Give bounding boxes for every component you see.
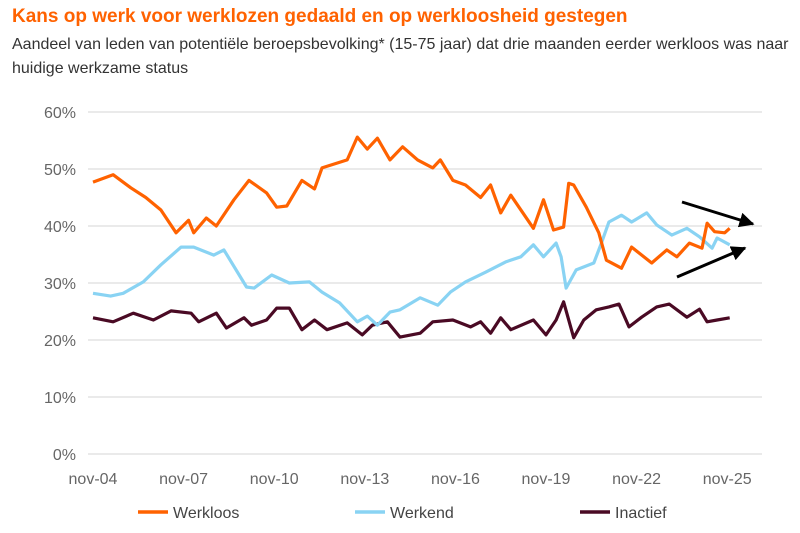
chart-title: Kans op werk voor werklozen gedaald en o… — [12, 6, 628, 27]
annotation-arrow-down — [681, 200, 755, 228]
legend-label-werkloos: Werkloos — [173, 505, 239, 522]
series-line-werkloos — [92, 135, 731, 270]
series-line-inactief — [92, 300, 730, 340]
series-line-werkend — [92, 211, 731, 327]
x-tick-label: nov-25 — [703, 471, 752, 488]
y-tick-label: 40% — [44, 219, 76, 236]
x-tick-label: nov-07 — [159, 471, 208, 488]
x-tick-label: nov-10 — [250, 471, 299, 488]
x-tick-label: nov-22 — [612, 471, 661, 488]
y-tick-label: 0% — [53, 447, 76, 464]
legend-label-werkend: Werkend — [390, 505, 454, 522]
x-tick-label: nov-19 — [522, 471, 571, 488]
y-tick-label: 30% — [44, 276, 76, 293]
x-tick-label: nov-13 — [340, 471, 389, 488]
x-tick-label: nov-16 — [431, 471, 480, 488]
y-tick-label: 20% — [44, 333, 76, 350]
chart-subtitle: Aandeel van leden van potentiële beroeps… — [12, 36, 789, 77]
legend-label-inactief: Inactief — [615, 505, 667, 522]
annotation-arrow-up — [676, 246, 747, 279]
y-tick-label: 60% — [44, 105, 76, 122]
y-tick-label: 50% — [44, 162, 76, 179]
y-tick-label: 10% — [44, 390, 76, 407]
x-tick-label: nov-04 — [69, 471, 118, 488]
